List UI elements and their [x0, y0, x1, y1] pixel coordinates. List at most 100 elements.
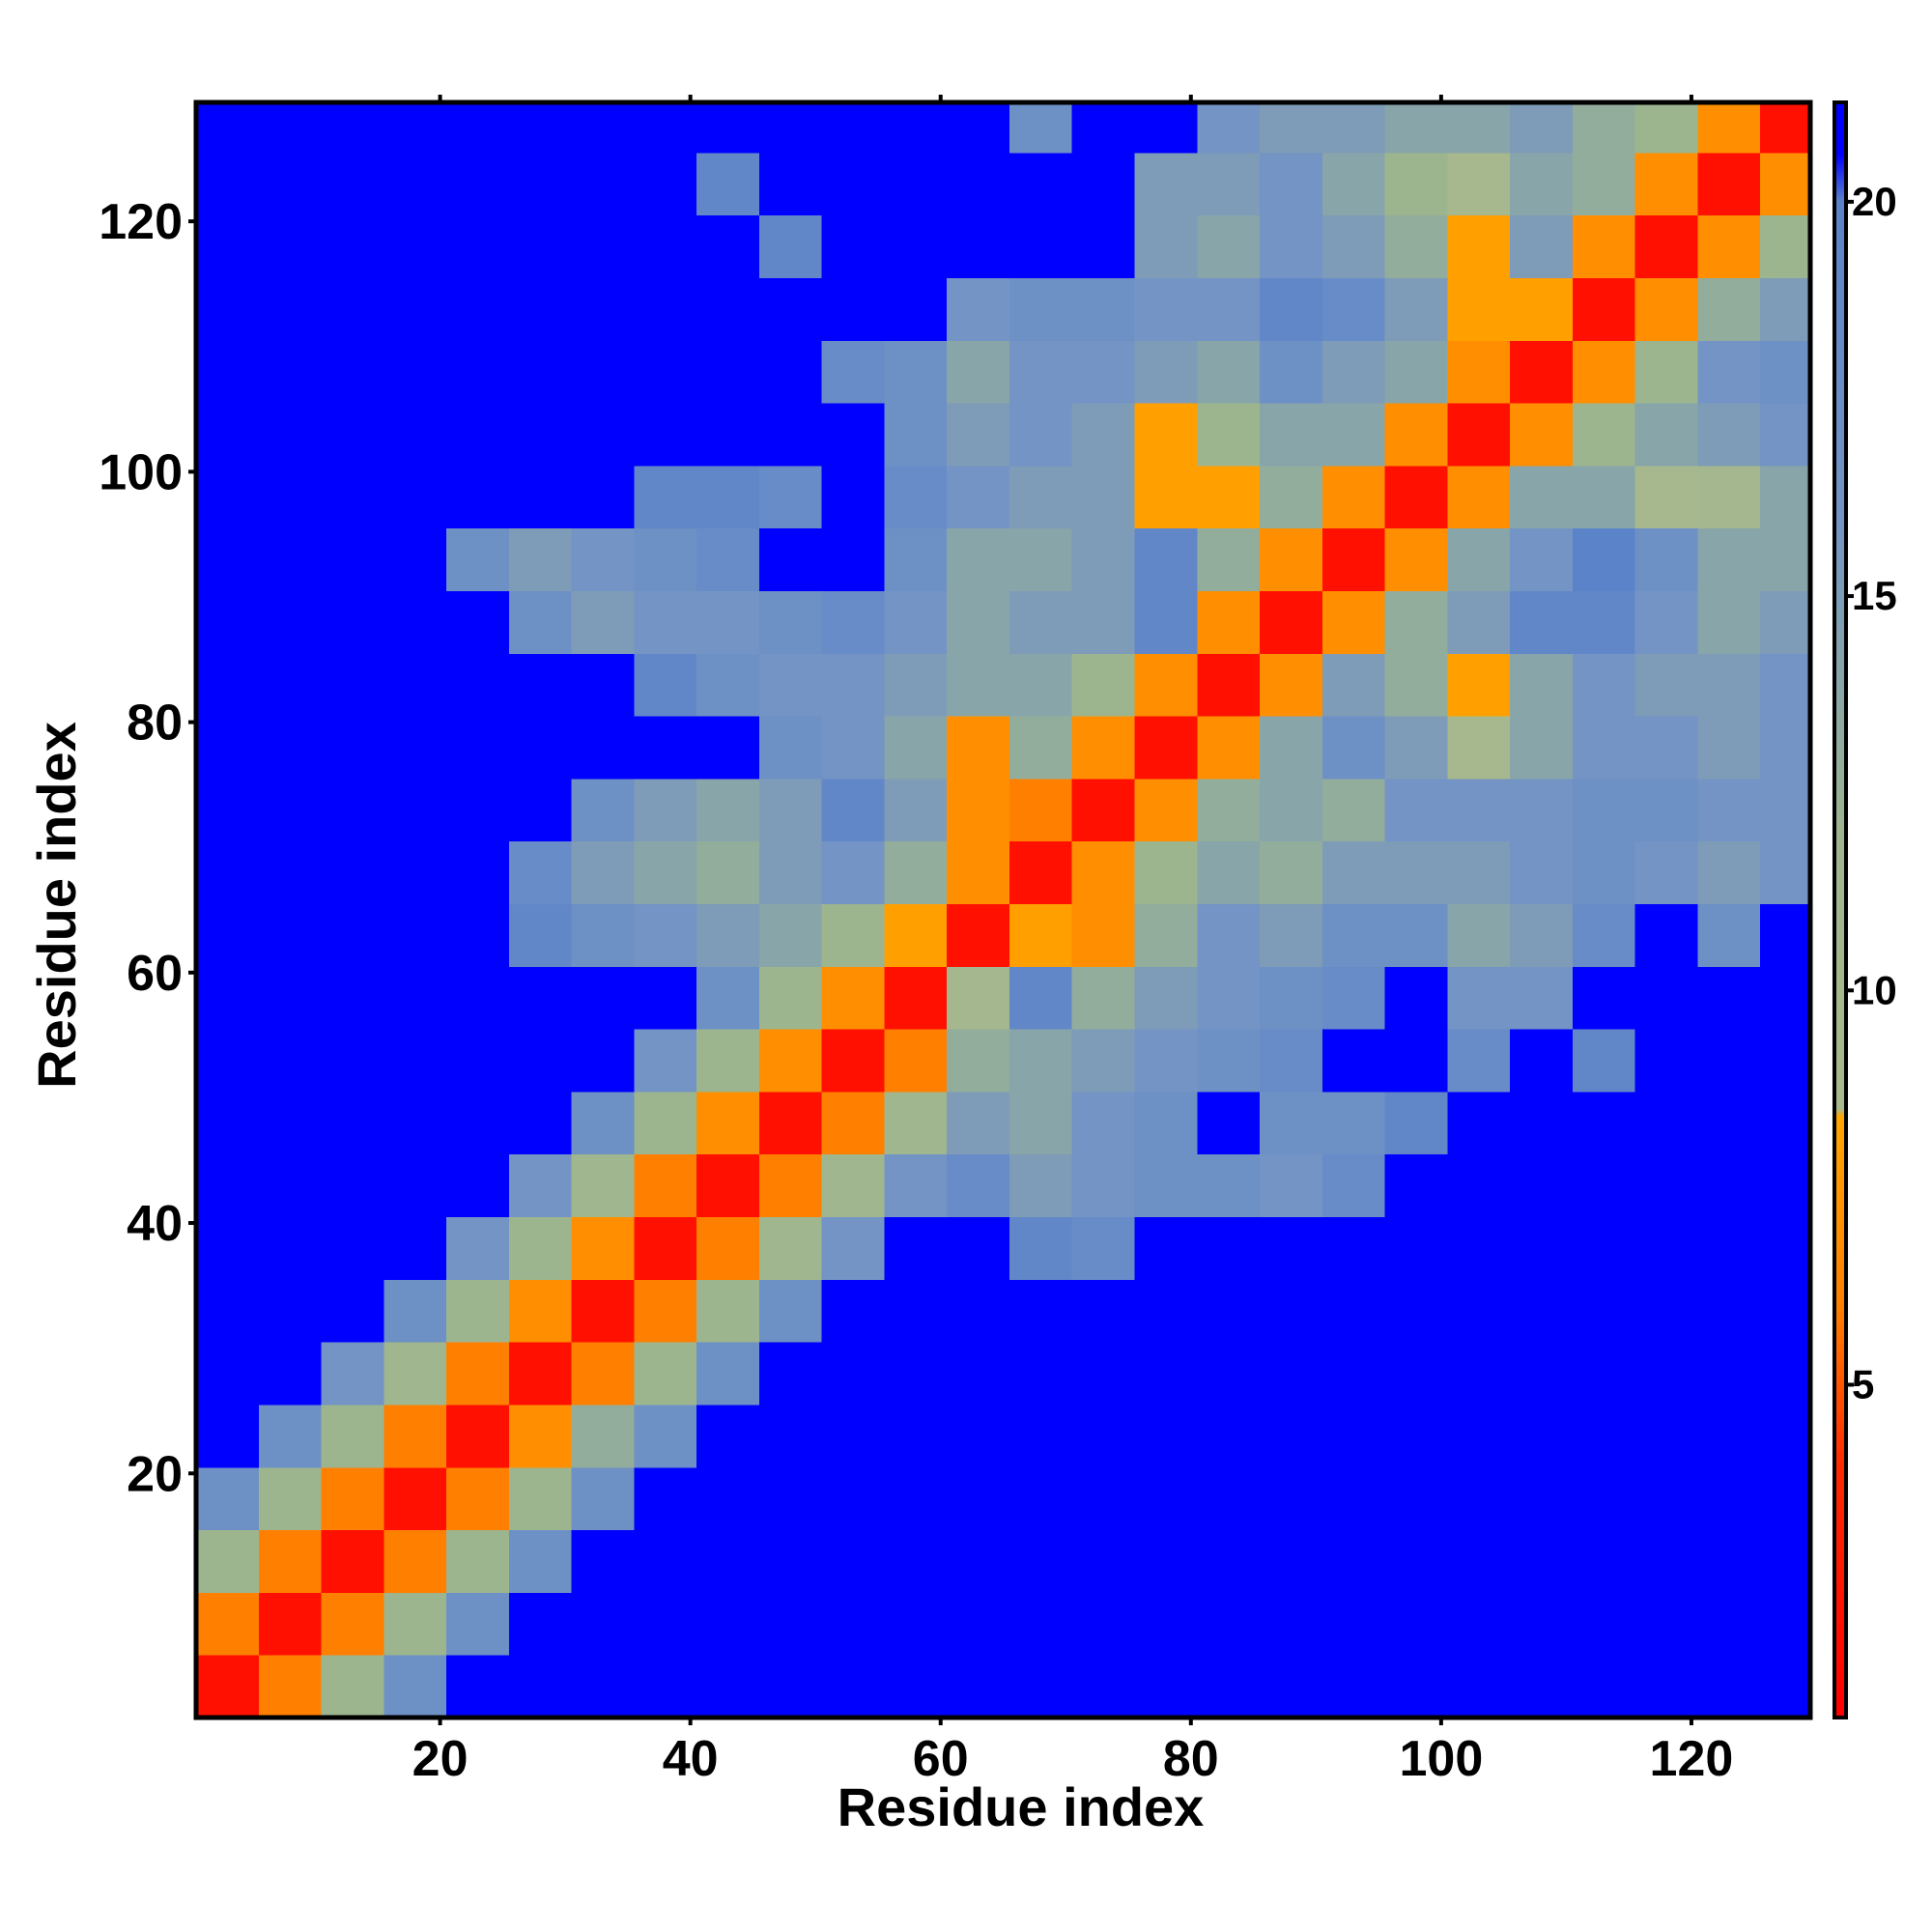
heatmap-cell — [884, 716, 948, 780]
heatmap-cell — [947, 1216, 1010, 1280]
heatmap-cell — [508, 1216, 573, 1280]
heatmap-cell — [1760, 277, 1811, 341]
heatmap-cell — [696, 716, 760, 780]
heatmap-cell — [1197, 527, 1261, 591]
heatmap-cell — [1697, 1091, 1761, 1155]
heatmap-cell — [1510, 527, 1574, 591]
heatmap-cell — [321, 653, 384, 717]
heatmap-cell — [196, 590, 260, 654]
heatmap-cell — [1510, 716, 1574, 780]
heatmap-cell — [947, 152, 1010, 216]
heatmap-cell — [571, 590, 635, 654]
heatmap-cell — [1760, 1592, 1811, 1656]
heatmap-cell — [446, 778, 510, 842]
heatmap-cell — [1760, 778, 1811, 842]
heatmap-cell — [1634, 1404, 1698, 1468]
heatmap-cell — [258, 1655, 323, 1719]
heatmap-cell — [1572, 1529, 1636, 1593]
heatmap-cell — [696, 590, 760, 654]
heatmap-cell — [1634, 214, 1698, 278]
heatmap-cell — [1572, 778, 1636, 842]
heatmap-cell — [1009, 1216, 1073, 1280]
heatmap-cell — [758, 465, 823, 529]
heatmap-cell — [1510, 966, 1574, 1030]
colorbar-tick-label: 20 — [1852, 179, 1897, 224]
heatmap-cell — [321, 465, 384, 529]
heatmap-cell — [758, 1342, 823, 1406]
heatmap-cell — [1321, 340, 1386, 404]
heatmap-cell — [1134, 840, 1198, 905]
heatmap-cell — [884, 277, 948, 341]
heatmap-cell — [1634, 966, 1698, 1030]
heatmap-cell — [1634, 1655, 1698, 1719]
heatmap-cell — [258, 903, 323, 967]
heatmap-cell — [1071, 1091, 1136, 1155]
heatmap-cell — [758, 1153, 823, 1218]
heatmap-cell — [1071, 840, 1136, 905]
heatmap-cell — [571, 102, 635, 154]
heatmap-cell — [1260, 152, 1323, 216]
heatmap-cell — [258, 214, 323, 278]
heatmap-cell — [1009, 527, 1073, 591]
heatmap-cell — [884, 214, 948, 278]
heatmap-cell — [258, 1279, 323, 1343]
heatmap-cell — [196, 1279, 260, 1343]
heatmap-cell — [258, 840, 323, 905]
heatmap-cell — [884, 1529, 948, 1593]
heatmap-cell — [321, 1655, 384, 1719]
heatmap-cell — [1447, 966, 1511, 1030]
heatmap-cell — [1009, 1655, 1073, 1719]
heatmap-cell — [1447, 840, 1511, 905]
heatmap-cell — [1321, 1279, 1386, 1343]
heatmap-cell — [321, 102, 384, 154]
heatmap-cell — [1447, 1655, 1511, 1719]
heatmap-cell — [1572, 403, 1636, 467]
heatmap-cell — [1321, 1529, 1386, 1593]
heatmap-cell — [696, 778, 760, 842]
heatmap-cell — [1134, 527, 1198, 591]
heatmap-cell — [1447, 1279, 1511, 1343]
heatmap-cell — [1009, 1029, 1073, 1093]
heatmap-cell — [1760, 1466, 1811, 1531]
heatmap-cell — [384, 590, 447, 654]
heatmap-cell — [508, 1592, 573, 1656]
heatmap-cell — [696, 840, 760, 905]
heatmap-cell — [1697, 1029, 1761, 1093]
heatmap-cell — [1260, 465, 1323, 529]
heatmap-cell — [1697, 903, 1761, 967]
heatmap-cell — [1197, 1466, 1261, 1531]
heatmap-cell — [321, 403, 384, 467]
heatmap-cell — [821, 1216, 885, 1280]
heatmap-cell — [1321, 840, 1386, 905]
heatmap-cell — [947, 653, 1010, 717]
heatmap-cell — [1260, 716, 1323, 780]
heatmap-cell — [258, 1342, 323, 1406]
heatmap-cell — [1260, 102, 1323, 154]
heatmap-cell — [1697, 966, 1761, 1030]
heatmap-cell — [884, 1655, 948, 1719]
heatmap-cell — [446, 653, 510, 717]
heatmap-cell — [258, 653, 323, 717]
heatmap-cell — [1071, 1592, 1136, 1656]
heatmap-cell — [571, 1153, 635, 1218]
heatmap-cell — [947, 1091, 1010, 1155]
heatmap-cell — [758, 214, 823, 278]
heatmap-cell — [758, 403, 823, 467]
heatmap-cell — [384, 1655, 447, 1719]
heatmap-cell — [1071, 403, 1136, 467]
heatmap-cell — [1634, 1091, 1698, 1155]
heatmap-cell — [634, 102, 697, 154]
heatmap-cell — [947, 403, 1010, 467]
heatmap-cell — [571, 527, 635, 591]
colorbar — [1833, 100, 1848, 1719]
heatmap-cell — [1009, 1529, 1073, 1593]
heatmap-cell — [634, 465, 697, 529]
heatmap-cell — [1510, 1279, 1574, 1343]
heatmap-cell — [1510, 403, 1574, 467]
heatmap-cell — [1697, 214, 1761, 278]
heatmap-cell — [1447, 653, 1511, 717]
heatmap-cell — [1260, 1091, 1323, 1155]
heatmap-cell — [821, 152, 885, 216]
heatmap-cell — [1071, 1342, 1136, 1406]
heatmap-cell — [1384, 716, 1448, 780]
